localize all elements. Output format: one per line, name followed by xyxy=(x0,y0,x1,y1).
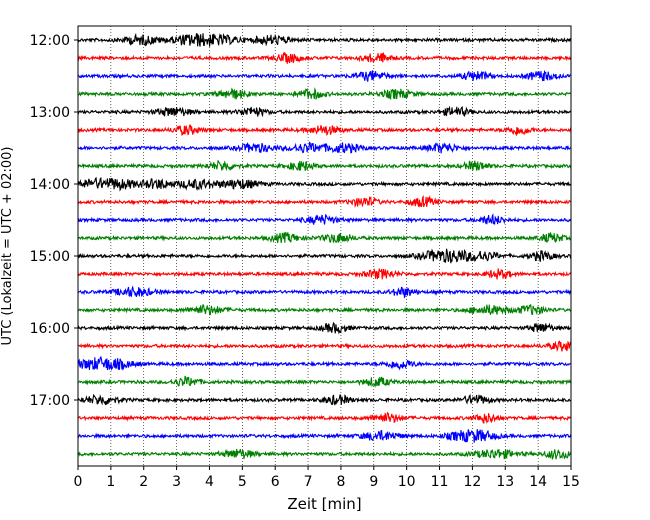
trace-line xyxy=(77,340,572,353)
x-tick-label: 10 xyxy=(398,474,416,490)
y-tick-label: 15:00 xyxy=(30,249,70,265)
trace-line xyxy=(77,267,572,280)
trace-line xyxy=(77,69,572,82)
x-tick-label: 13 xyxy=(496,474,514,490)
y-tick-label: 17:00 xyxy=(30,393,70,409)
x-tick-label: 0 xyxy=(74,474,83,490)
x-tick-label: 4 xyxy=(205,474,214,490)
traces-group xyxy=(77,32,572,461)
y-tick-label: 12:00 xyxy=(30,33,70,49)
y-tick-label: 14:00 xyxy=(30,177,70,193)
trace-line xyxy=(77,248,572,264)
trace-line xyxy=(77,393,572,406)
x-tick-label: 7 xyxy=(304,474,313,490)
trace-line xyxy=(77,159,572,172)
trace-line xyxy=(77,411,572,424)
trace-line xyxy=(77,213,572,226)
trace-line xyxy=(77,176,572,192)
plot-frame xyxy=(77,25,572,467)
x-tick-label: 2 xyxy=(139,474,148,490)
plot-background xyxy=(78,26,571,466)
trace-line xyxy=(77,51,572,64)
x-tick-label: 5 xyxy=(238,474,247,490)
x-axis-ticks: 0 1 2 3 4 5 6 7 8 9 10 11 12 13 14 15 xyxy=(74,466,580,490)
trace-line xyxy=(77,321,572,335)
grid xyxy=(110,26,539,466)
y-axis-label: UTC (Lokalzeit = UTC + 02:00) xyxy=(0,147,15,346)
x-axis-label: Zeit [min] xyxy=(287,495,361,513)
trace-line xyxy=(77,194,572,208)
trace-line xyxy=(77,105,572,118)
x-tick-label: 14 xyxy=(529,474,547,490)
x-tick-label: 6 xyxy=(271,474,280,490)
x-tick-label: 12 xyxy=(463,474,481,490)
trace-line xyxy=(77,124,572,137)
x-tick-label: 11 xyxy=(431,474,449,490)
x-tick-label: 8 xyxy=(336,474,345,490)
trace-line xyxy=(77,32,572,47)
x-tick-label: 9 xyxy=(369,474,378,490)
trace-line xyxy=(77,285,572,299)
trace-line xyxy=(77,87,572,101)
trace-line xyxy=(77,448,572,461)
trace-line xyxy=(77,355,572,372)
y-tick-label: 16:00 xyxy=(30,321,70,337)
y-tick-label: 13:00 xyxy=(30,105,70,121)
x-tick-label: 3 xyxy=(172,474,181,490)
trace-line xyxy=(77,429,572,443)
trace-line xyxy=(77,141,572,154)
trace-line xyxy=(77,375,572,389)
trace-line xyxy=(77,231,572,244)
x-tick-label: 1 xyxy=(106,474,115,490)
x-tick-label: 15 xyxy=(562,474,580,490)
trace-line xyxy=(77,303,572,316)
y-axis-ticks: 12:00 13:00 14:00 15:00 16:00 17:00 xyxy=(30,33,78,409)
